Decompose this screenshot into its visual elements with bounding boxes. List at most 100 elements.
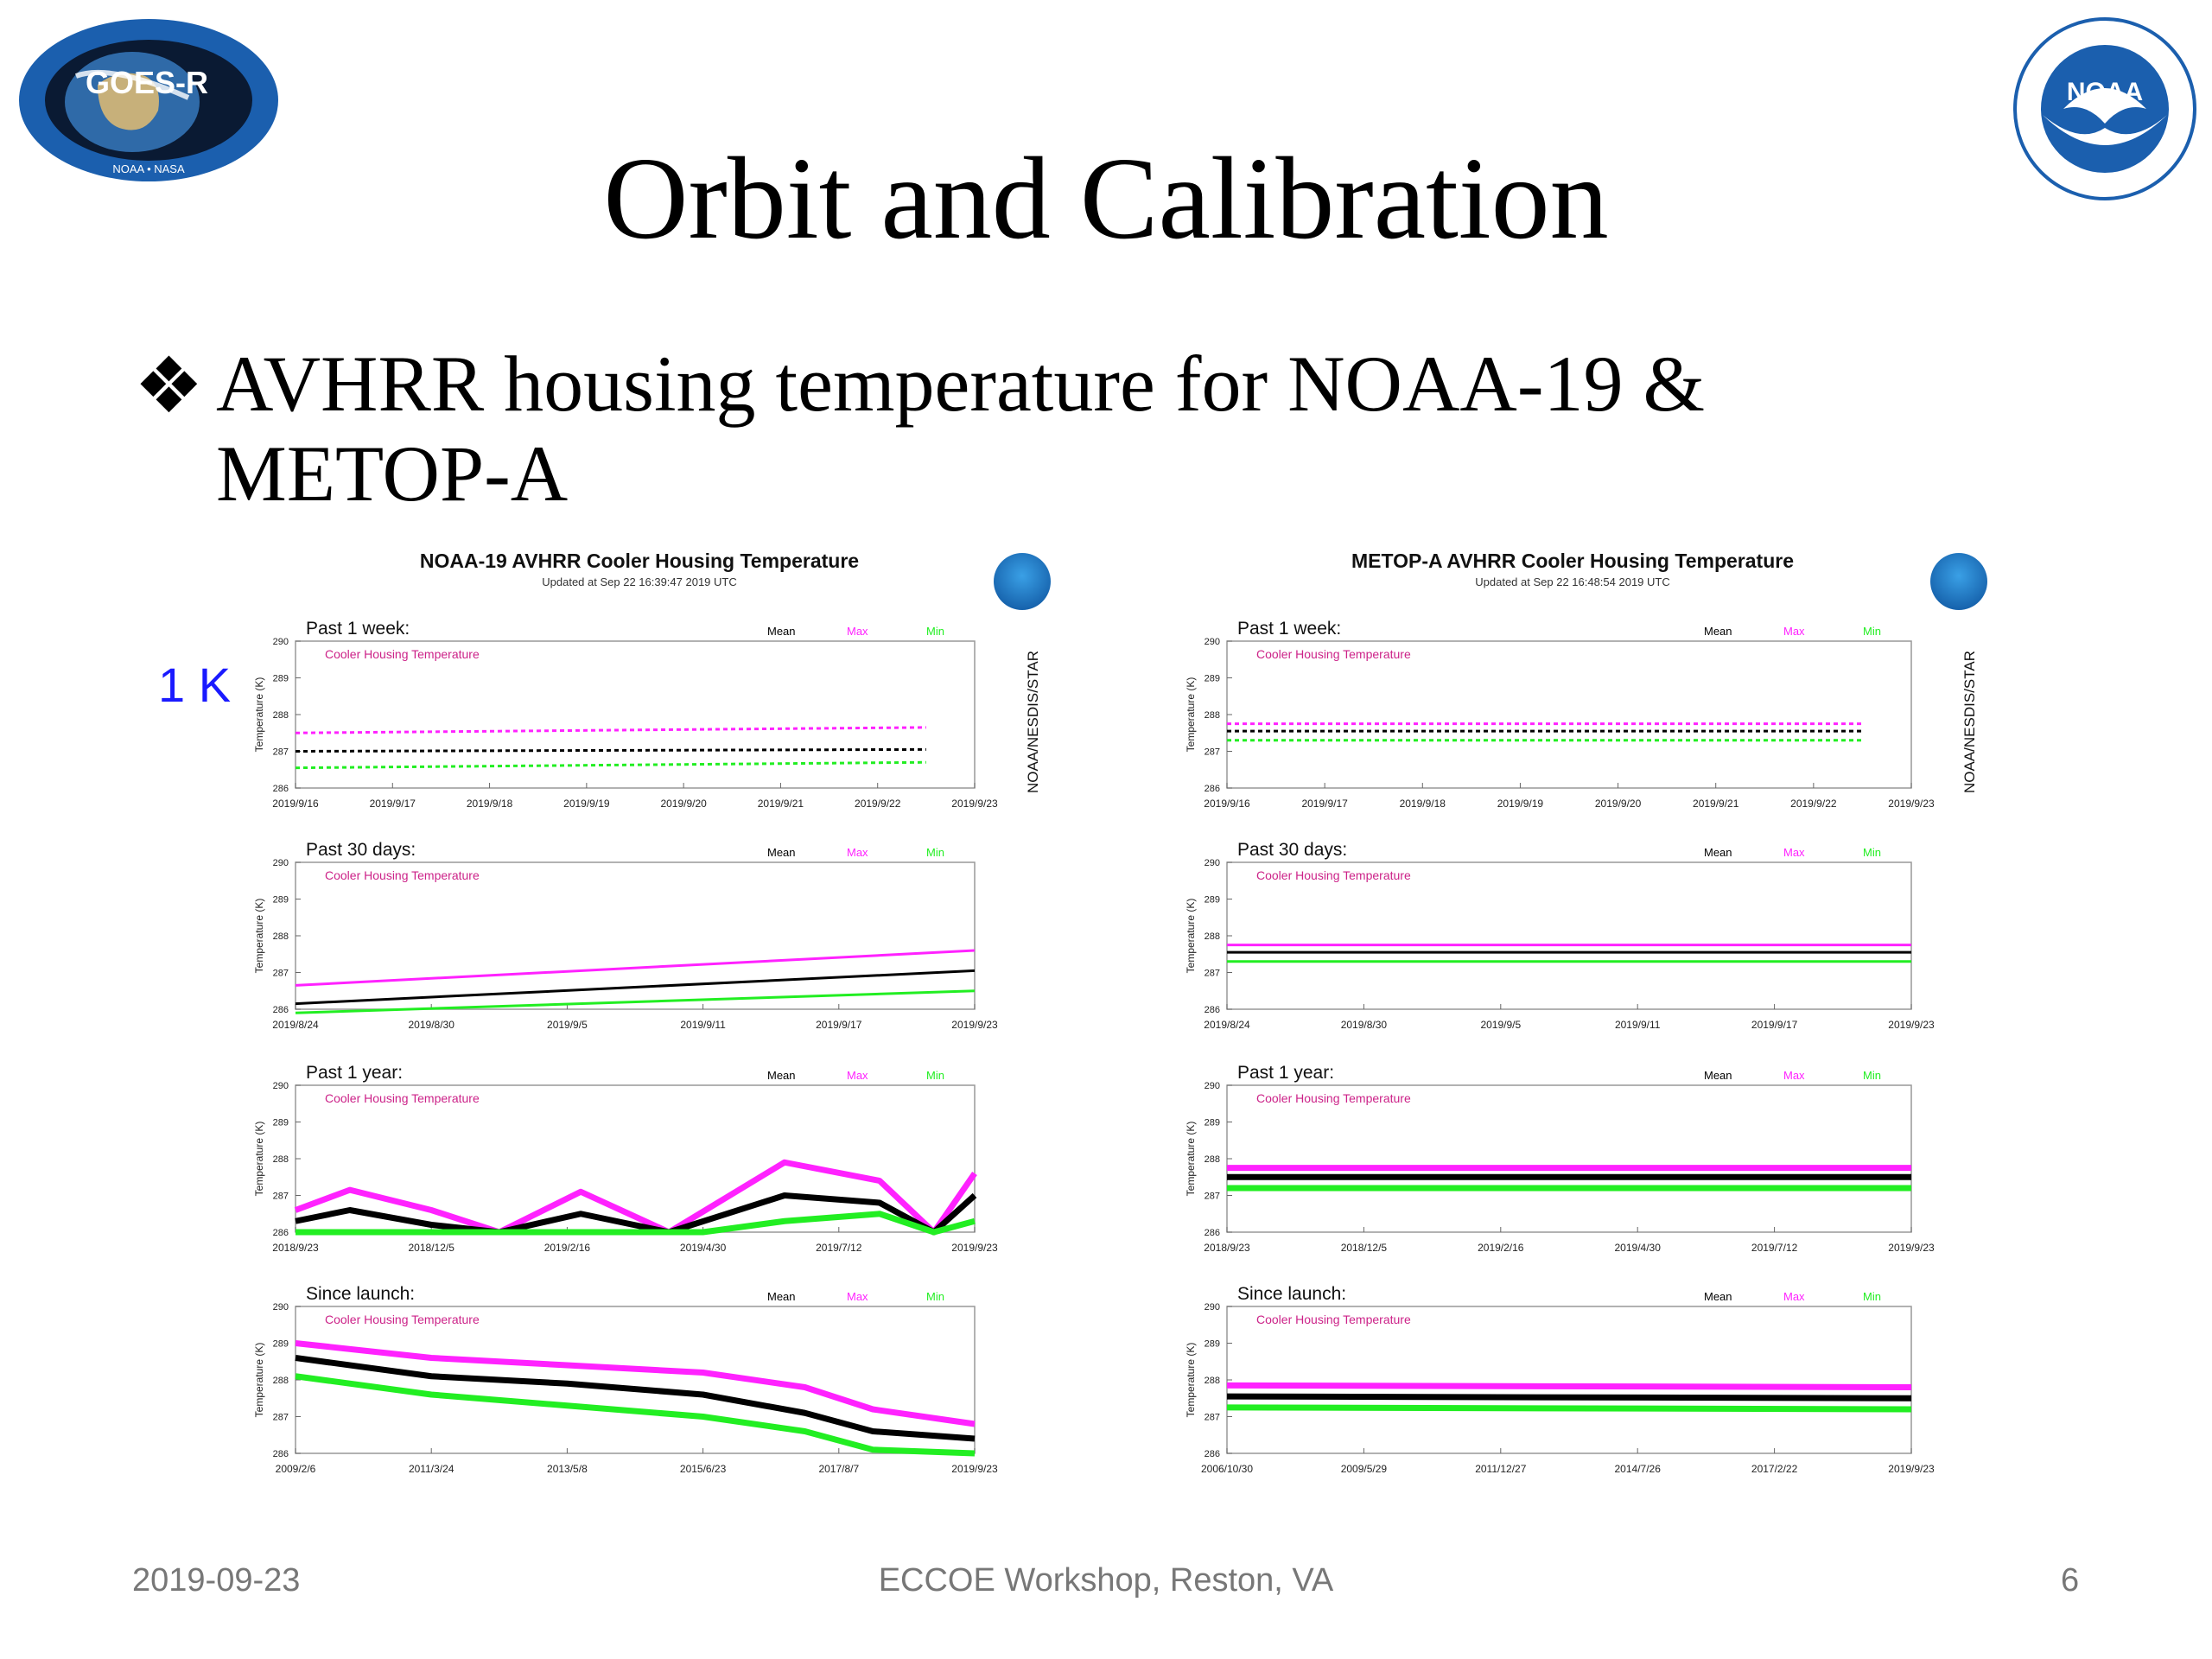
- noaa-logo: NOAA: [2013, 17, 2196, 200]
- y-axis-label: Temperature (K): [1185, 677, 1197, 753]
- plot-frame: [1226, 640, 1912, 789]
- series-title: Cooler Housing Temperature: [325, 1091, 480, 1105]
- x-tick-label: 2017/2/22: [1751, 1463, 1798, 1475]
- series-title: Cooler Housing Temperature: [325, 647, 480, 661]
- y-axis-label: Temperature (K): [253, 677, 265, 753]
- y-tick-label: 290: [273, 637, 289, 647]
- x-tick-label: 2009/5/29: [1341, 1463, 1388, 1475]
- panel-label: Past 30 days:: [1237, 840, 1347, 860]
- plot-frame: [1226, 1306, 1912, 1454]
- y-tick-label: 288: [273, 1154, 289, 1165]
- x-tick-label: 2011/3/24: [409, 1463, 454, 1475]
- y-tick-label: 290: [1205, 1302, 1220, 1313]
- y-tick-label: 289: [1205, 674, 1220, 684]
- y-tick-label: 288: [273, 710, 289, 721]
- y-tick-label: 287: [1205, 747, 1220, 758]
- x-tick-label: 2019/4/30: [680, 1242, 727, 1254]
- panel-label: Past 1 week:: [306, 619, 410, 639]
- footer-page-number: 6: [2061, 1562, 2080, 1599]
- series-line-min: [1226, 1404, 1912, 1413]
- panel-label: Past 1 year:: [1237, 1063, 1334, 1083]
- y-axis-label: Temperature (K): [253, 1343, 265, 1418]
- legend-entry: Max: [1783, 1290, 1805, 1303]
- x-tick-label: 2011/12/27: [1475, 1463, 1526, 1475]
- legend-entry: Max: [847, 1069, 868, 1082]
- x-tick-label: 2019/9/11: [1615, 1019, 1661, 1031]
- series-line-mean: [295, 969, 976, 1006]
- series-line-max: [295, 1340, 976, 1427]
- legend-entry: Min: [926, 625, 944, 638]
- x-tick-label: 2019/9/23: [1888, 1463, 1935, 1475]
- series-title: Cooler Housing Temperature: [1256, 1313, 1411, 1326]
- x-tick-label: 2019/9/5: [547, 1019, 588, 1031]
- plot-frame: [295, 640, 976, 789]
- y-tick-label: 288: [273, 1376, 289, 1386]
- y-tick-label: 286: [1205, 784, 1220, 794]
- y-tick-label: 290: [273, 1081, 289, 1091]
- legend-entry: Min: [926, 846, 944, 859]
- y-tick-label: 290: [1205, 637, 1220, 647]
- plot-frame: [1226, 861, 1912, 1010]
- y-tick-label: 286: [1205, 1449, 1220, 1459]
- x-tick-label: 2019/9/17: [816, 1019, 862, 1031]
- x-tick-label: 2019/8/24: [1204, 1019, 1250, 1031]
- y-tick-label: 287: [1205, 1192, 1220, 1202]
- panel-label: Since launch:: [306, 1284, 415, 1304]
- x-tick-label: 2014/7/26: [1615, 1463, 1662, 1475]
- y-axis-label: Temperature (K): [1185, 1122, 1197, 1197]
- legend-entry: Mean: [767, 1069, 796, 1082]
- x-tick-label: 2019/9/23: [951, 798, 998, 810]
- x-tick-label: 2019/9/23: [1888, 1242, 1935, 1254]
- y-tick-label: 290: [1205, 1081, 1220, 1091]
- x-tick-label: 2018/12/5: [409, 1242, 455, 1254]
- x-tick-label: 2019/2/16: [544, 1242, 591, 1254]
- scale-annotation: 1 K: [158, 658, 232, 712]
- y-tick-label: 290: [273, 1302, 289, 1313]
- y-tick-label: 290: [273, 858, 289, 868]
- series-line-min: [296, 1211, 976, 1236]
- y-tick-label: 288: [1205, 1154, 1220, 1165]
- x-tick-label: 2019/9/18: [467, 798, 513, 810]
- x-tick-label: 2019/9/20: [660, 798, 707, 810]
- y-tick-label: 287: [273, 969, 289, 979]
- y-tick-label: 286: [1205, 1005, 1220, 1015]
- x-tick-label: 2019/2/16: [1478, 1242, 1524, 1254]
- x-tick-label: 2019/9/21: [1693, 798, 1739, 810]
- y-tick-label: 290: [1205, 858, 1220, 868]
- legend-entry: Mean: [767, 846, 796, 859]
- y-tick-label: 288: [1205, 931, 1220, 942]
- x-tick-label: 2019/9/17: [1301, 798, 1348, 810]
- figure-updated: Updated at Sep 22 16:48:54 2019 UTC: [1475, 575, 1670, 588]
- legend-entry: Mean: [1704, 1069, 1732, 1082]
- legend-entry: Min: [1863, 846, 1881, 859]
- legend-entry: Mean: [767, 625, 796, 638]
- footer-date: 2019-09-23: [132, 1562, 301, 1599]
- x-tick-label: 2019/9/23: [951, 1463, 998, 1475]
- panel-label: Past 30 days:: [306, 840, 416, 860]
- y-tick-label: 289: [1205, 1339, 1220, 1350]
- slide-title: Orbit and Calibration: [603, 134, 1609, 264]
- x-tick-label: 2019/8/30: [1341, 1019, 1388, 1031]
- y-axis-label: Temperature (K): [253, 899, 265, 974]
- plot-frame: [295, 861, 976, 1010]
- x-tick-label: 2019/8/24: [272, 1019, 319, 1031]
- legend-entry: Min: [926, 1290, 944, 1303]
- x-tick-label: 2017/8/7: [818, 1463, 859, 1475]
- x-tick-label: 2019/9/22: [1790, 798, 1837, 810]
- x-tick-label: 2015/6/23: [680, 1463, 727, 1475]
- series-title: Cooler Housing Temperature: [325, 1313, 480, 1326]
- x-tick-label: 2019/8/30: [409, 1019, 455, 1031]
- x-tick-label: 2019/9/11: [680, 1019, 726, 1031]
- x-tick-label: 2019/9/5: [1480, 1019, 1521, 1031]
- figure-updated: Updated at Sep 22 16:39:47 2019 UTC: [542, 575, 737, 588]
- y-tick-label: 287: [273, 747, 289, 758]
- x-tick-label: 2019/9/16: [1204, 798, 1250, 810]
- x-tick-label: 2019/9/17: [1751, 1019, 1798, 1031]
- plot-frame: [295, 1084, 976, 1233]
- star-logo: [1930, 553, 1987, 610]
- series-title: Cooler Housing Temperature: [1256, 1091, 1411, 1105]
- series-title: Cooler Housing Temperature: [325, 868, 480, 882]
- series-line-max: [295, 949, 976, 987]
- panel-label: Past 1 week:: [1237, 619, 1341, 639]
- legend-entry: Min: [1863, 1290, 1881, 1303]
